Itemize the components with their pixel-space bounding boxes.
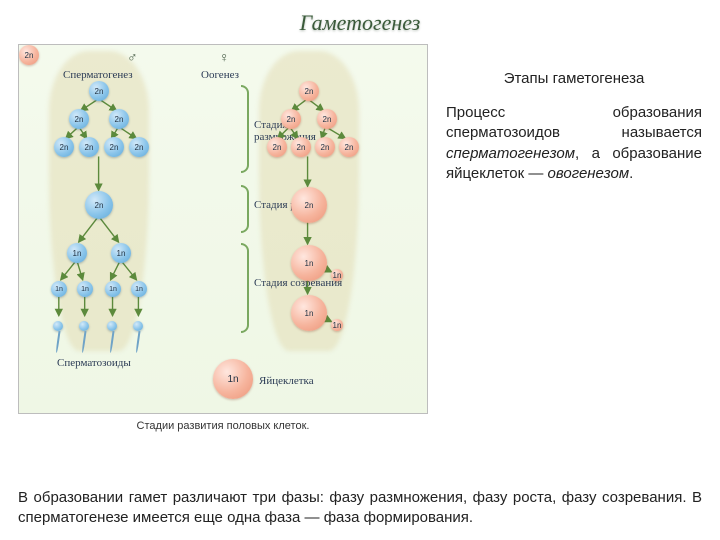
text-segment: Процесс образования сперматозоидов назыв… xyxy=(446,104,702,141)
italic-term-1: сперматогенезом xyxy=(446,145,575,162)
cell-1n: 1n xyxy=(291,295,327,331)
cell-2n: 2n xyxy=(315,137,335,157)
polar-body: 1n xyxy=(331,319,343,331)
cell-1n: 1n xyxy=(131,281,147,297)
right-heading: Этапы гаметогенеза xyxy=(446,70,702,87)
diagram-frame: ♂ ♀ Сперматогенез Оогенез Стадия размнож… xyxy=(18,44,428,414)
cell-2n: 2n xyxy=(317,109,337,129)
cell-2n: 2n xyxy=(299,81,319,101)
right-text-panel: Этапы гаметогенеза Процесс образования с… xyxy=(446,44,702,432)
cell-2n-growth: 2n xyxy=(85,191,113,219)
diagram-caption: Стадии развития половых клеток. xyxy=(18,414,428,432)
polar-body: 1n xyxy=(331,269,343,281)
cell-1n: 1n xyxy=(77,281,93,297)
ovum-icon: 1n xyxy=(213,359,253,399)
cell-1n: 1n xyxy=(291,245,327,281)
cell-2n-growth: 2n xyxy=(291,187,327,223)
cell-2n: 2n xyxy=(281,109,301,129)
italic-term-2: овогенезом xyxy=(548,165,630,182)
cell-2n: 2n xyxy=(291,137,311,157)
diagram-panel: ♂ ♀ Сперматогенез Оогенез Стадия размнож… xyxy=(18,44,428,432)
sperm-icon xyxy=(79,321,89,331)
cell-1n: 1n xyxy=(67,243,87,263)
cell-2n: 2n xyxy=(69,109,89,129)
right-paragraph: Процесс образования сперматозоидов назыв… xyxy=(446,103,702,184)
cell-2n: 2n xyxy=(89,81,109,101)
cell-2n: 2n xyxy=(339,137,359,157)
sperm-icon xyxy=(53,321,63,331)
main-row: ♂ ♀ Сперматогенез Оогенез Стадия размнож… xyxy=(0,36,720,432)
text-segment: . xyxy=(629,165,633,182)
sperm-output-label: Сперматозоиды xyxy=(57,357,131,369)
bottom-paragraph: В образовании гамет различают три фазы: … xyxy=(18,488,702,529)
sperm-icon xyxy=(107,321,117,331)
cell-2n: 2n xyxy=(109,109,129,129)
cell-2n: 2n xyxy=(79,137,99,157)
page-title: Гаметогенез xyxy=(0,0,720,36)
cell-2n: 2n xyxy=(54,137,74,157)
ovum-output-label: Яйцеклетка xyxy=(259,375,314,387)
cell-1n: 1n xyxy=(111,243,131,263)
cell-2n: 2n xyxy=(267,137,287,157)
sperm-icon xyxy=(133,321,143,331)
cell-2n: 2n xyxy=(129,137,149,157)
cell-1n: 1n xyxy=(51,281,67,297)
cell-2n: 2n xyxy=(104,137,124,157)
cell-1n: 1n xyxy=(105,281,121,297)
cell-2n: 2n xyxy=(19,45,39,65)
